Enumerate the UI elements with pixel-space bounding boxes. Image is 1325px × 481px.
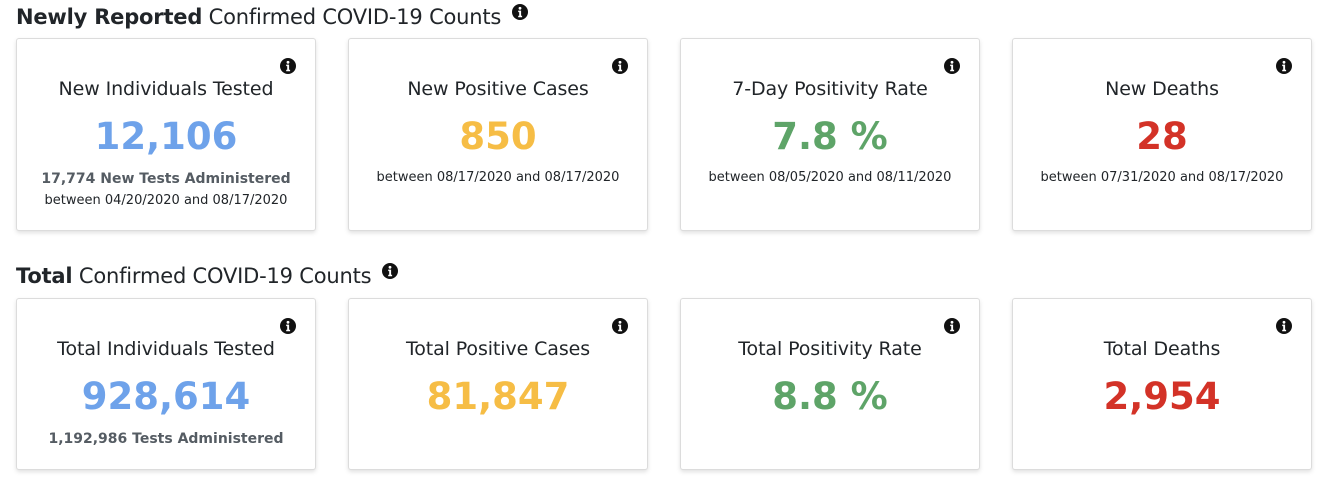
card-value: 928,614 (81, 375, 251, 418)
info-icon[interactable] (612, 58, 628, 74)
total-deaths-card: Total Deaths 2,954 (1012, 298, 1312, 470)
new-positive-cases-card: New Positive Cases 850 between 08/17/202… (348, 38, 648, 231)
card-title: New Positive Cases (407, 78, 589, 100)
total-positivity-rate-card: Total Positivity Rate 8.8 % (680, 298, 980, 470)
card-subtext: 1,192,986 Tests Administered (48, 431, 284, 447)
info-icon[interactable] (280, 318, 296, 334)
card-value: 81,847 (426, 375, 570, 418)
card-value: 2,954 (1103, 375, 1221, 418)
card-title: New Deaths (1105, 78, 1219, 100)
card-date-range: between 04/20/2020 and 08/17/2020 (44, 193, 288, 208)
card-subtext: 17,774 New Tests Administered (41, 171, 291, 187)
total-heading-rest: Confirmed COVID-19 Counts (72, 264, 372, 288)
newly-reported-heading-bold: Newly Reported (16, 5, 203, 29)
total-positive-cases-card: Total Positive Cases 81,847 (348, 298, 648, 470)
info-icon[interactable] (1276, 318, 1292, 334)
info-icon[interactable] (511, 4, 528, 20)
info-icon[interactable] (280, 58, 296, 74)
info-icon[interactable] (944, 58, 960, 74)
card-date-range: between 08/17/2020 and 08/17/2020 (376, 170, 620, 185)
card-title: 7-Day Positivity Rate (732, 78, 928, 100)
new-individuals-tested-card: New Individuals Tested 12,106 17,774 New… (16, 38, 316, 231)
total-heading: Total Confirmed COVID-19 Counts (16, 263, 398, 289)
card-title: Total Positivity Rate (738, 338, 922, 360)
card-value: 28 (1136, 115, 1188, 158)
total-heading-bold: Total (16, 264, 73, 288)
card-title: Total Individuals Tested (57, 338, 275, 360)
info-icon[interactable] (381, 263, 398, 279)
new-deaths-card: New Deaths 28 between 07/31/2020 and 08/… (1012, 38, 1312, 231)
total-individuals-tested-card: Total Individuals Tested 928,614 1,192,9… (16, 298, 316, 470)
card-title: New Individuals Tested (58, 78, 274, 100)
card-value: 7.8 % (772, 115, 888, 158)
info-icon[interactable] (944, 318, 960, 334)
card-title: Total Deaths (1103, 338, 1221, 360)
card-date-range: between 07/31/2020 and 08/17/2020 (1040, 170, 1284, 185)
card-value: 8.8 % (772, 375, 888, 418)
card-date-range: between 08/05/2020 and 08/11/2020 (708, 170, 952, 185)
seven-day-positivity-rate-card: 7-Day Positivity Rate 7.8 % between 08/0… (680, 38, 980, 231)
card-title: Total Positive Cases (405, 338, 591, 360)
card-value: 850 (459, 115, 537, 158)
info-icon[interactable] (612, 318, 628, 334)
card-value: 12,106 (94, 115, 238, 158)
info-icon[interactable] (1276, 58, 1292, 74)
newly-reported-heading: Newly Reported Confirmed COVID-19 Counts (16, 4, 528, 30)
newly-reported-heading-rest: Confirmed COVID-19 Counts (202, 5, 502, 29)
